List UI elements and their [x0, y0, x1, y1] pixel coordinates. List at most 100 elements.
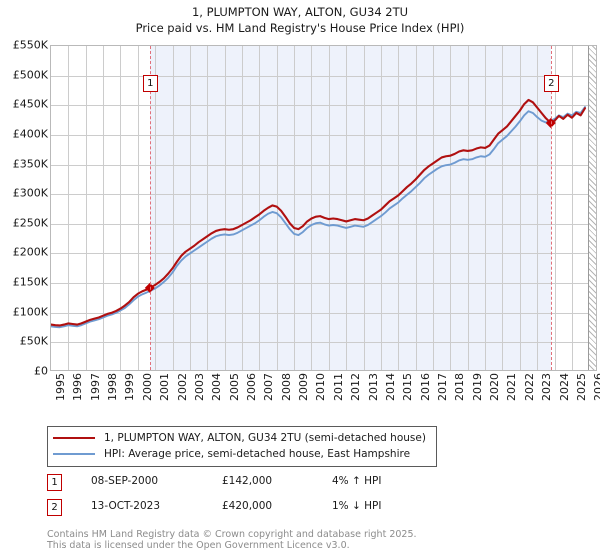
- x-axis-tick-label: 2002: [175, 373, 189, 401]
- gridline-horizontal: [51, 75, 596, 77]
- footer-line-1: Contains HM Land Registry data © Crown c…: [47, 529, 417, 540]
- gridline-vertical: [85, 46, 87, 370]
- gridline-horizontal: [51, 194, 596, 196]
- y-axis-tick-label: £450K: [12, 97, 48, 111]
- gridline-vertical: [172, 46, 174, 370]
- footer-line-2: This data is licensed under the Open Gov…: [47, 540, 350, 551]
- x-axis-tick-label: 2011: [331, 373, 345, 401]
- x-axis-tick-label: 2006: [245, 373, 259, 401]
- x-axis-tick-label: 1996: [71, 373, 85, 401]
- legend-item-hpi: HPI: Average price, semi-detached house,…: [53, 446, 431, 462]
- transactions-table: 1 08-SEP-2000 £142,000 4% ↑ HPI 2 13-OCT…: [47, 474, 477, 524]
- gridline-vertical: [467, 46, 469, 370]
- gridline-vertical: [294, 46, 296, 370]
- x-axis-tick-label: 2025: [574, 373, 588, 401]
- gridline-vertical: [103, 46, 105, 370]
- x-axis-tick-label: 2013: [366, 373, 380, 401]
- x-axis-tick-label: 2017: [436, 373, 450, 401]
- x-axis-tick-label: 1997: [88, 373, 102, 401]
- x-axis-tick-label: 2016: [418, 373, 432, 401]
- x-axis-tick-label: 2001: [158, 373, 172, 401]
- table-row[interactable]: 1 08-SEP-2000 £142,000 4% ↑ HPI: [47, 474, 477, 499]
- no-data-hatch-region: [587, 46, 596, 370]
- y-axis-tick-label: £250K: [12, 216, 48, 230]
- x-axis-tick-label: 2020: [488, 373, 502, 401]
- gridline-horizontal: [51, 283, 596, 285]
- gridline-vertical: [311, 46, 313, 370]
- transaction-date-2: 13-OCT-2023: [91, 500, 160, 512]
- x-axis-tick-label: 2009: [297, 373, 311, 401]
- gridline-vertical: [554, 46, 556, 370]
- y-axis-tick-label: £200K: [12, 245, 48, 259]
- x-axis-tick-label: 2014: [383, 373, 397, 401]
- transaction-hpi-delta-2: 1% ↓ HPI: [332, 500, 382, 512]
- series-line-property: [51, 98, 587, 327]
- y-axis-tick-label: £150K: [12, 275, 48, 289]
- gridline-vertical: [398, 46, 400, 370]
- transaction-badge-2: 2: [47, 499, 62, 516]
- transaction-flag-1[interactable]: 1: [142, 75, 158, 92]
- chart-title: 1, PLUMPTON WAY, ALTON, GU34 2TU: [191, 5, 409, 19]
- x-axis-tick-label: 1999: [123, 373, 137, 401]
- gridline-vertical: [571, 46, 573, 370]
- x-axis-tick-label: 2026: [592, 373, 600, 401]
- gridline-horizontal: [51, 342, 596, 344]
- gridline-vertical: [346, 46, 348, 370]
- legend-item-property: 1, PLUMPTON WAY, ALTON, GU34 2TU (semi-d…: [53, 430, 431, 446]
- transaction-badge-1: 1: [47, 474, 62, 491]
- gridline-vertical: [415, 46, 417, 370]
- chart-legend: 1, PLUMPTON WAY, ALTON, GU34 2TU (semi-d…: [47, 426, 437, 467]
- x-axis-tick-label: 2018: [453, 373, 467, 401]
- x-axis-tick-label: 2000: [140, 373, 154, 401]
- transaction-marker-line-2: [550, 46, 552, 370]
- gridline-vertical: [155, 46, 157, 370]
- x-axis-tick-label: 2008: [279, 373, 293, 401]
- gridline-vertical: [363, 46, 365, 370]
- page-title: 1, PLUMPTON WAY, ALTON, GU34 2TU Price p…: [0, 4, 600, 36]
- gridline-vertical: [259, 46, 261, 370]
- table-row[interactable]: 2 13-OCT-2023 £420,000 1% ↓ HPI: [47, 499, 477, 524]
- x-axis-tick-label: 2005: [227, 373, 241, 401]
- gridline-vertical: [224, 46, 226, 370]
- legend-swatch-hpi: [53, 453, 95, 455]
- ownership-period-band: [149, 46, 551, 370]
- y-axis-tick-label: £500K: [12, 68, 48, 82]
- x-axis-tick-label: 1998: [106, 373, 120, 401]
- gridline-vertical: [433, 46, 435, 370]
- x-axis-tick-label: 2012: [349, 373, 363, 401]
- gridline-vertical: [537, 46, 539, 370]
- y-axis-tick-label: £400K: [12, 127, 48, 141]
- gridline-vertical: [68, 46, 70, 370]
- x-axis-tick-label: 2015: [401, 373, 415, 401]
- legend-label-hpi: HPI: Average price, semi-detached house,…: [104, 448, 411, 460]
- gridline-vertical: [502, 46, 504, 370]
- x-axis-tick-label: 2024: [557, 373, 571, 401]
- y-axis-tick-label: £100K: [12, 305, 48, 319]
- y-axis-tick-label: £0: [34, 364, 48, 378]
- y-axis: £0 £50K £100K £150K £200K £250K £300K £350K £400…: [0, 39, 48, 378]
- x-axis: 1995 1996 1997 1998 1999 2000 2001 2002 2003 2004…: [50, 373, 600, 415]
- x-axis-tick-label: 2019: [470, 373, 484, 401]
- gridline-vertical: [328, 46, 330, 370]
- transaction-price-1: £142,000: [222, 475, 273, 487]
- gridline-vertical: [189, 46, 191, 370]
- gridline-horizontal: [51, 105, 596, 107]
- legend-swatch-property: [53, 437, 95, 439]
- chart-series-layer: [51, 98, 587, 329]
- gridline-vertical: [120, 46, 122, 370]
- transaction-flag-2[interactable]: 2: [543, 75, 559, 92]
- x-axis-tick-label: 2010: [314, 373, 328, 401]
- x-axis-tick-label: 2021: [505, 373, 519, 401]
- copyright-footer: Contains HM Land Registry data © Crown c…: [47, 529, 587, 551]
- gridline-horizontal: [51, 134, 596, 136]
- legend-label-property: 1, PLUMPTON WAY, ALTON, GU34 2TU (semi-d…: [104, 432, 426, 444]
- gridline-vertical: [485, 46, 487, 370]
- transaction-date-1: 08-SEP-2000: [91, 475, 159, 487]
- gridline-vertical: [207, 46, 209, 370]
- gridline-vertical: [450, 46, 452, 370]
- gridline-vertical: [137, 46, 139, 370]
- x-axis-tick-label: 2003: [192, 373, 206, 401]
- x-axis-tick-label: 2004: [210, 373, 224, 401]
- x-axis-tick-label: 2023: [540, 373, 554, 401]
